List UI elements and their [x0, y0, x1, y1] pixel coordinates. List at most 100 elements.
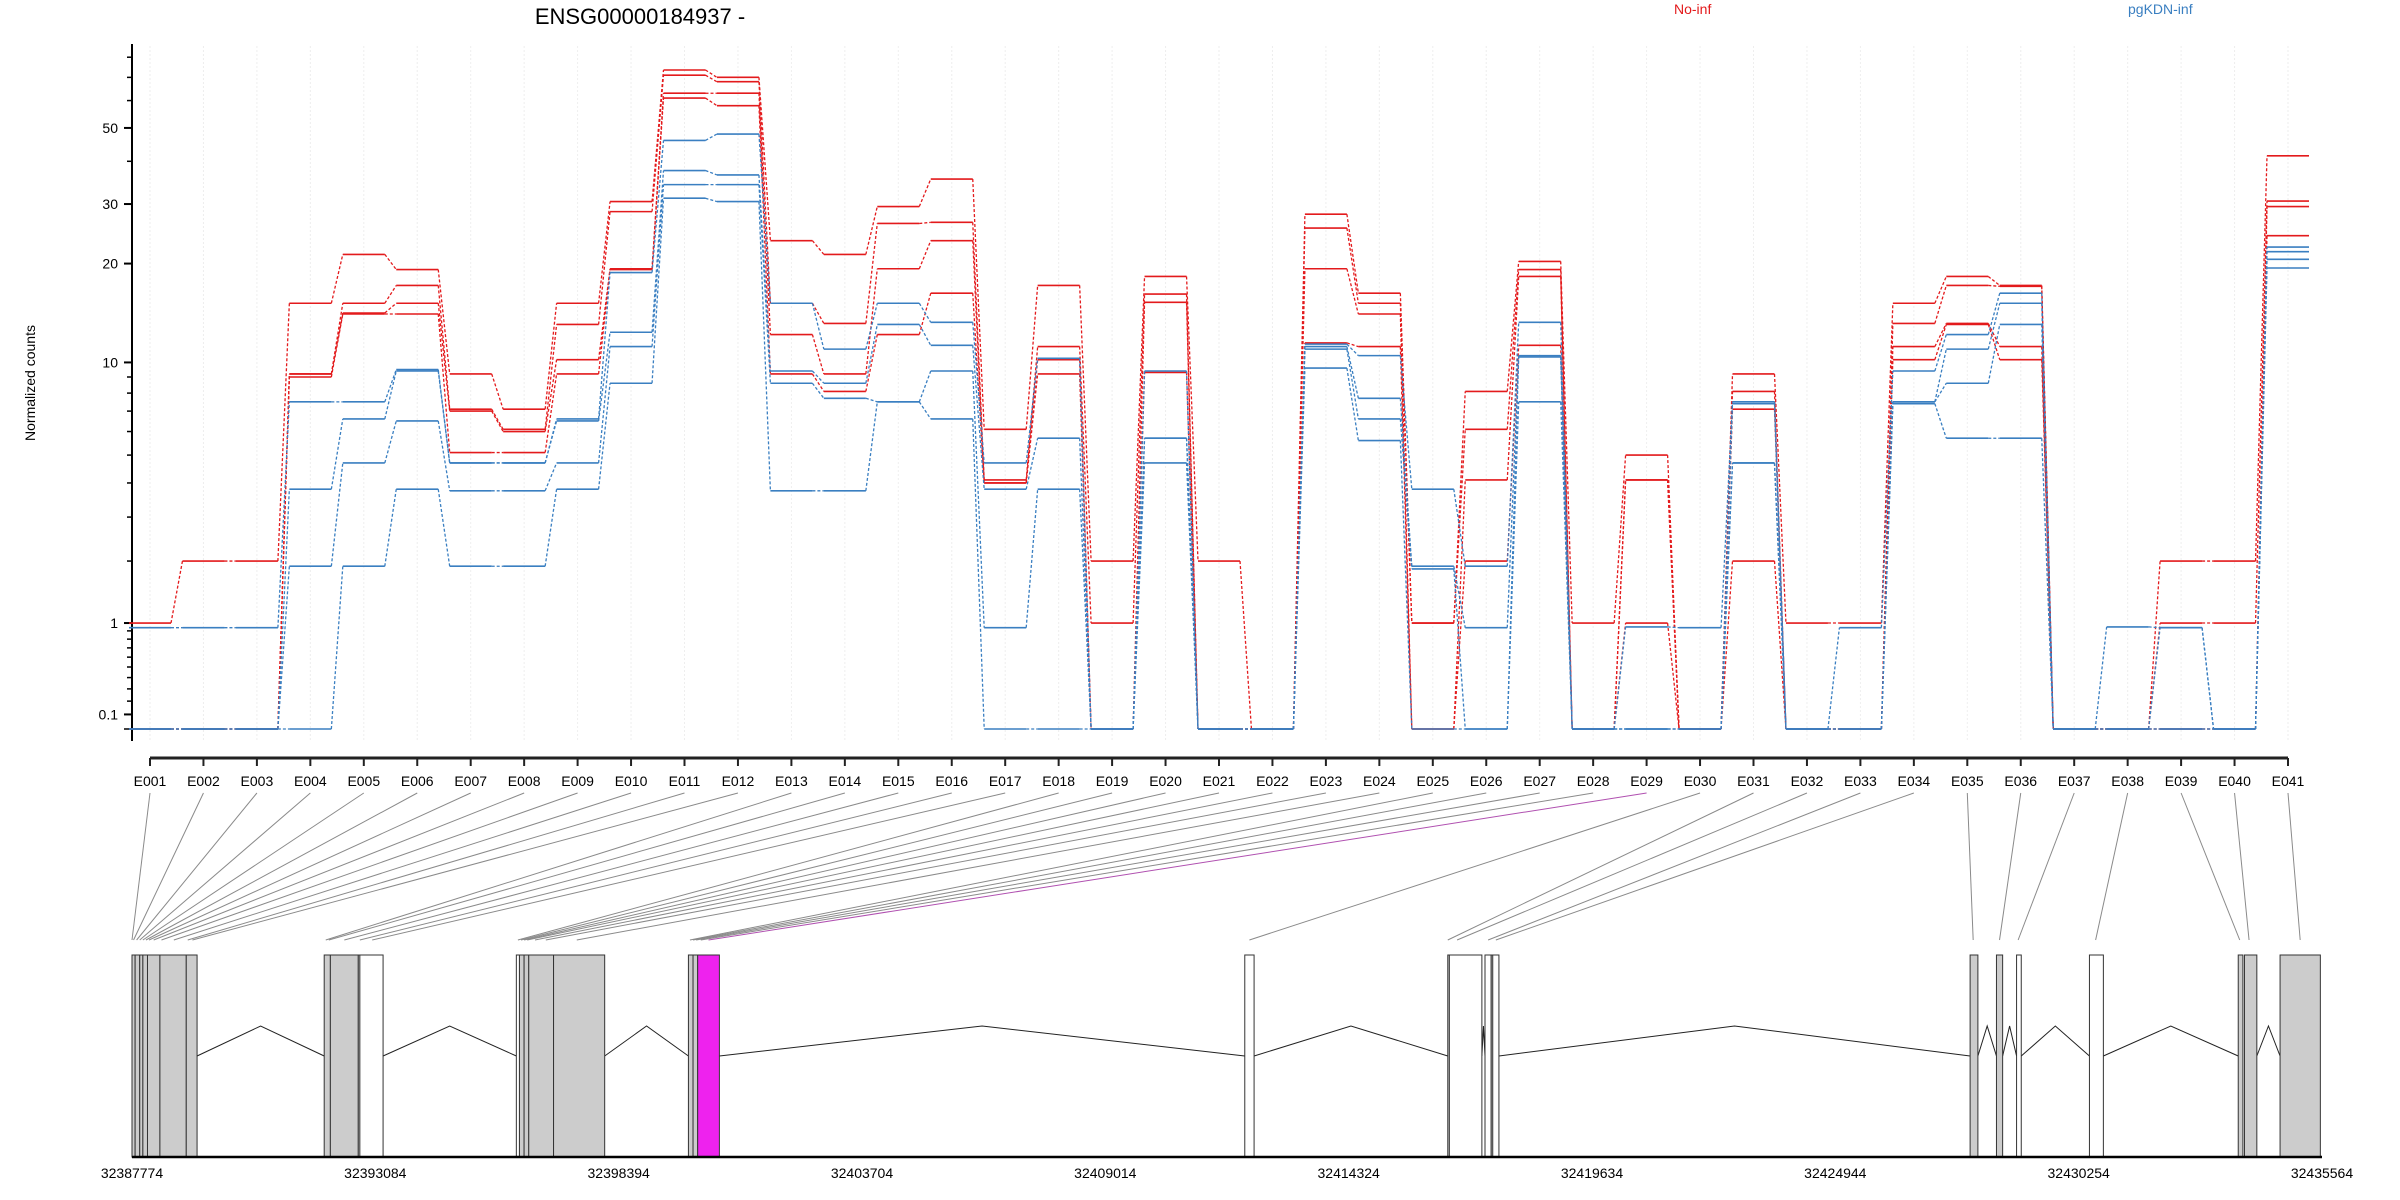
y-tick-label: 10 [102, 354, 118, 370]
data-connector [918, 178, 932, 207]
data-connector [972, 345, 985, 490]
data-connector [1399, 346, 1413, 730]
x-tick-label-e033: E033 [1844, 773, 1877, 789]
data-connector [2148, 627, 2161, 730]
data-connector [2254, 155, 2268, 562]
x-tick-label-e038: E038 [2111, 773, 2144, 789]
x-tick-label-e004: E004 [294, 773, 327, 789]
x-tick-label-e009: E009 [561, 773, 594, 789]
intron-line [1498, 1025, 1971, 1057]
data-connector [277, 489, 290, 730]
data-connector [1346, 349, 1359, 420]
data-connector [1399, 440, 1413, 730]
data-connector [330, 254, 344, 304]
data-connector [972, 322, 985, 463]
data-connector [1934, 324, 1947, 360]
x-tick-label-e008: E008 [508, 773, 541, 789]
intron-line [2020, 1025, 2090, 1057]
data-connector [651, 98, 665, 270]
exon-connector-e031 [1447, 792, 1754, 941]
data-connector [865, 268, 878, 375]
data-connector [1560, 269, 1573, 730]
data-connector [758, 184, 772, 384]
data-connector [597, 272, 611, 420]
data-connector [1346, 342, 1359, 348]
exon-block [185, 954, 198, 1158]
data-connector [330, 566, 344, 730]
data-connector [1025, 358, 1039, 464]
data-connector [811, 303, 825, 350]
series-pgkdn-inf-4 [129, 197, 2309, 730]
x-tick-label-e013: E013 [775, 773, 808, 789]
data-connector [1613, 479, 1627, 730]
data-connector [1934, 334, 1947, 372]
gene-model: 32387774 32393084 32398394 32403704 32409014… [101, 954, 2354, 1181]
data-connector [1025, 285, 1039, 430]
genomic-coordinate-label: 32403704 [831, 1165, 894, 1181]
exon-connector-e034 [1495, 792, 1915, 941]
data-connector [1025, 438, 1039, 490]
exon-connector-e006 [145, 792, 418, 941]
x-tick-label-e024: E024 [1363, 773, 1396, 789]
data-connector [384, 285, 397, 304]
data-connector [1934, 382, 1947, 403]
x-tick-label-e021: E021 [1203, 773, 1236, 789]
exon-connector-e027 [696, 792, 1540, 941]
exon-connector-e019 [520, 792, 1113, 941]
data-connector [1079, 489, 1092, 730]
exon-connectors [131, 792, 2301, 941]
x-tick-label-e034: E034 [1897, 773, 1930, 789]
exon-connector-e014 [328, 792, 845, 941]
exon-connector-e039 [2180, 792, 2241, 941]
data-connector [544, 420, 558, 464]
data-connector [384, 302, 397, 314]
data-connector [437, 269, 451, 375]
data-connector [811, 382, 825, 399]
x-tick-label-e040: E040 [2218, 773, 2251, 789]
data-connector [918, 324, 932, 346]
data-connector [972, 179, 985, 430]
exon-block [2016, 954, 2022, 1158]
data-connector [919, 221, 931, 225]
data-connector [1399, 398, 1413, 567]
data-connector [1346, 214, 1359, 294]
x-tick-label-e015: E015 [882, 773, 915, 789]
highlighted-exon-block [697, 954, 720, 1158]
exon-connector-e030 [1249, 792, 1701, 941]
data-connector [918, 240, 932, 270]
data-connector [1506, 261, 1520, 392]
exon-block [134, 954, 141, 1158]
legend-no-inf: No-inf [1674, 1, 1712, 17]
data-connector [1025, 373, 1039, 484]
exon-block [553, 954, 606, 1158]
x-tick-label-e027: E027 [1523, 773, 1556, 789]
data-connector [918, 401, 932, 420]
data-connector [170, 560, 184, 624]
exon-connector-e011 [187, 792, 685, 941]
data-connector [1079, 285, 1092, 562]
data-connector [277, 566, 290, 730]
data-connector [758, 81, 772, 304]
exon-connector-e040 [2234, 792, 2250, 941]
data-connector [2254, 201, 2268, 624]
data-connector [651, 184, 665, 347]
data-connector [330, 418, 344, 490]
data-connector [705, 97, 718, 107]
data-connector [758, 77, 772, 241]
data-connector [1934, 276, 1947, 304]
data-connector [1666, 622, 1680, 730]
genomic-coordinate-label: 32435564 [2291, 1165, 2354, 1181]
intron-line [2002, 1025, 2018, 1057]
data-connector [1987, 323, 2001, 347]
data-connector [1773, 373, 1787, 624]
exon-connector-e018 [517, 792, 1059, 941]
data-connector [811, 302, 825, 324]
data-connector [1934, 323, 1947, 347]
data-connector [491, 373, 504, 410]
y-tick-label: 50 [102, 120, 118, 136]
data-connector [2041, 359, 2054, 730]
data-connector [597, 201, 611, 304]
x-tick-label-e019: E019 [1096, 773, 1129, 789]
